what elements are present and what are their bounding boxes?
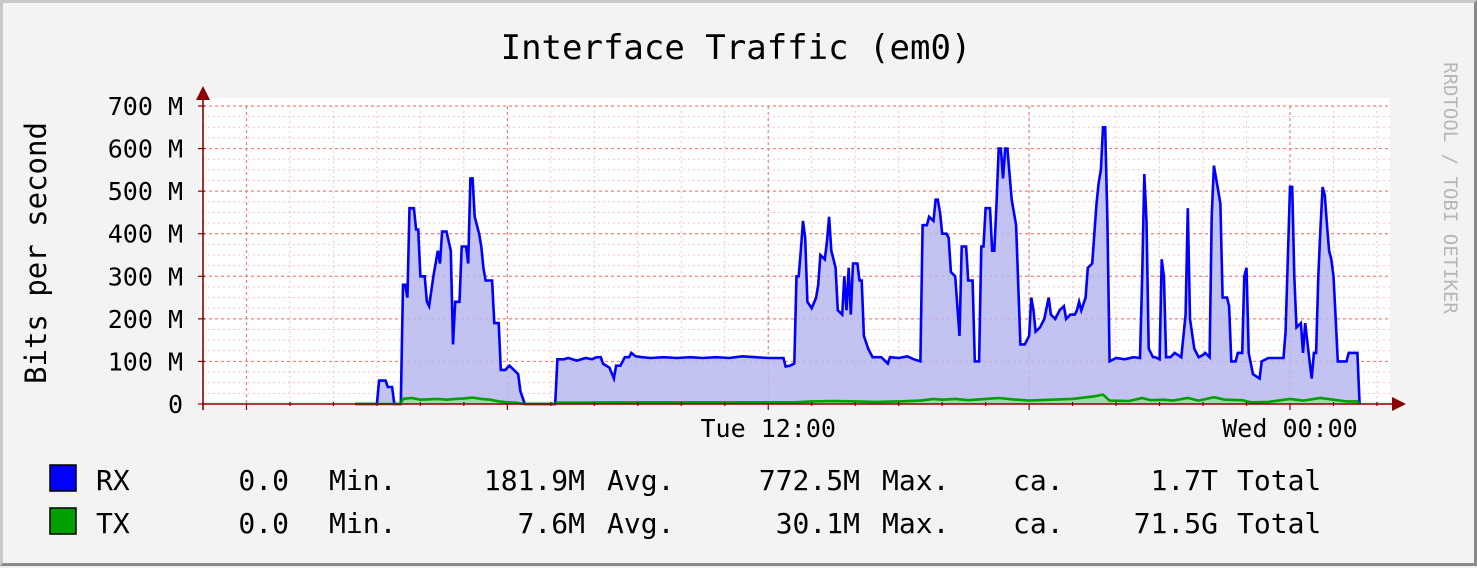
legend-total-prefix: ca.: [1013, 507, 1064, 540]
legend-swatch-tx: [49, 507, 77, 535]
legend-min-label: Min.: [329, 507, 396, 540]
legend-min-label: Min.: [329, 464, 396, 497]
legend-row-tx: TX 0.0 Min. 7.6M Avg. 30.1M Max. ca. 71.…: [49, 507, 1321, 540]
legend-series-name: TX: [96, 507, 130, 540]
y-tick-label: 500 M: [108, 177, 183, 206]
legend-avg-value: 7.6M: [518, 507, 585, 540]
legend-max-value: 772.5M: [759, 464, 860, 497]
chart-title: Interface Traffic (em0): [501, 28, 972, 68]
y-axis-label: Bits per second: [19, 122, 53, 384]
y-tick-label: 400 M: [108, 220, 183, 249]
legend-max-value: 30.1M: [776, 507, 860, 540]
legend-total-label: Total: [1237, 507, 1321, 540]
y-tick-label: 600 M: [108, 135, 183, 164]
y-tick-label: 0: [168, 390, 183, 419]
x-tick-label: Wed 00:00: [1222, 414, 1357, 443]
y-tick-label: 700 M: [108, 92, 183, 121]
x-tick-labels: Tue 12:00 Wed 00:00: [701, 414, 1358, 443]
y-axis-arrow: [196, 86, 210, 100]
legend-max-label: Max.: [882, 507, 949, 540]
legend-max-label: Max.: [882, 464, 949, 497]
y-tick-labels: 700 M 600 M 500 M 400 M 300 M 200 M 100 M 0: [108, 92, 183, 419]
series-line-tx: [355, 393, 1361, 406]
legend-min-value: 0.0: [238, 464, 289, 497]
traffic-chart: Interface Traffic (em0) Bits per second …: [3, 3, 1474, 563]
legend-row-rx: RX 0.0 Min. 181.9M Avg. 772.5M Max. ca. …: [49, 464, 1321, 497]
axes: [196, 86, 1406, 411]
series-line-rx: [355, 126, 1361, 406]
legend-swatch-rx: [49, 464, 77, 492]
legend-avg-value: 181.9M: [484, 464, 585, 497]
y-tick-label: 200 M: [108, 305, 183, 334]
series-layer: [355, 126, 1361, 406]
x-tick-label: Tue 12:00: [701, 414, 836, 443]
x-axis-arrow: [1392, 397, 1406, 411]
series-area-tx: [355, 394, 1360, 404]
watermark: RRDTOOL / TOBI OETIKER: [1439, 62, 1461, 314]
legend: RX 0.0 Min. 181.9M Avg. 772.5M Max. ca. …: [49, 464, 1321, 540]
legend-min-value: 0.0: [238, 507, 289, 540]
legend-series-name: RX: [96, 464, 130, 497]
legend-avg-label: Avg.: [607, 464, 674, 497]
legend-total-label: Total: [1237, 464, 1321, 497]
y-tick-label: 100 M: [108, 347, 183, 376]
legend-total-prefix: ca.: [1013, 464, 1064, 497]
legend-total-value: 1.7T: [1151, 464, 1219, 497]
y-tick-label: 300 M: [108, 262, 183, 291]
legend-avg-label: Avg.: [607, 507, 674, 540]
legend-total-value: 71.5G: [1134, 507, 1218, 540]
